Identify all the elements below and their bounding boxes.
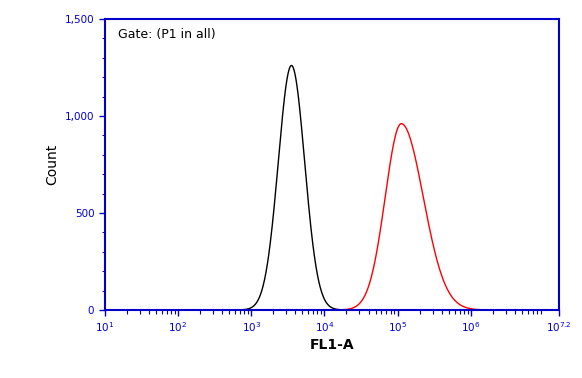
Y-axis label: Count: Count [45, 144, 59, 185]
X-axis label: FL1-A: FL1-A [310, 338, 354, 352]
Text: Gate: (P1 in all): Gate: (P1 in all) [118, 28, 216, 40]
